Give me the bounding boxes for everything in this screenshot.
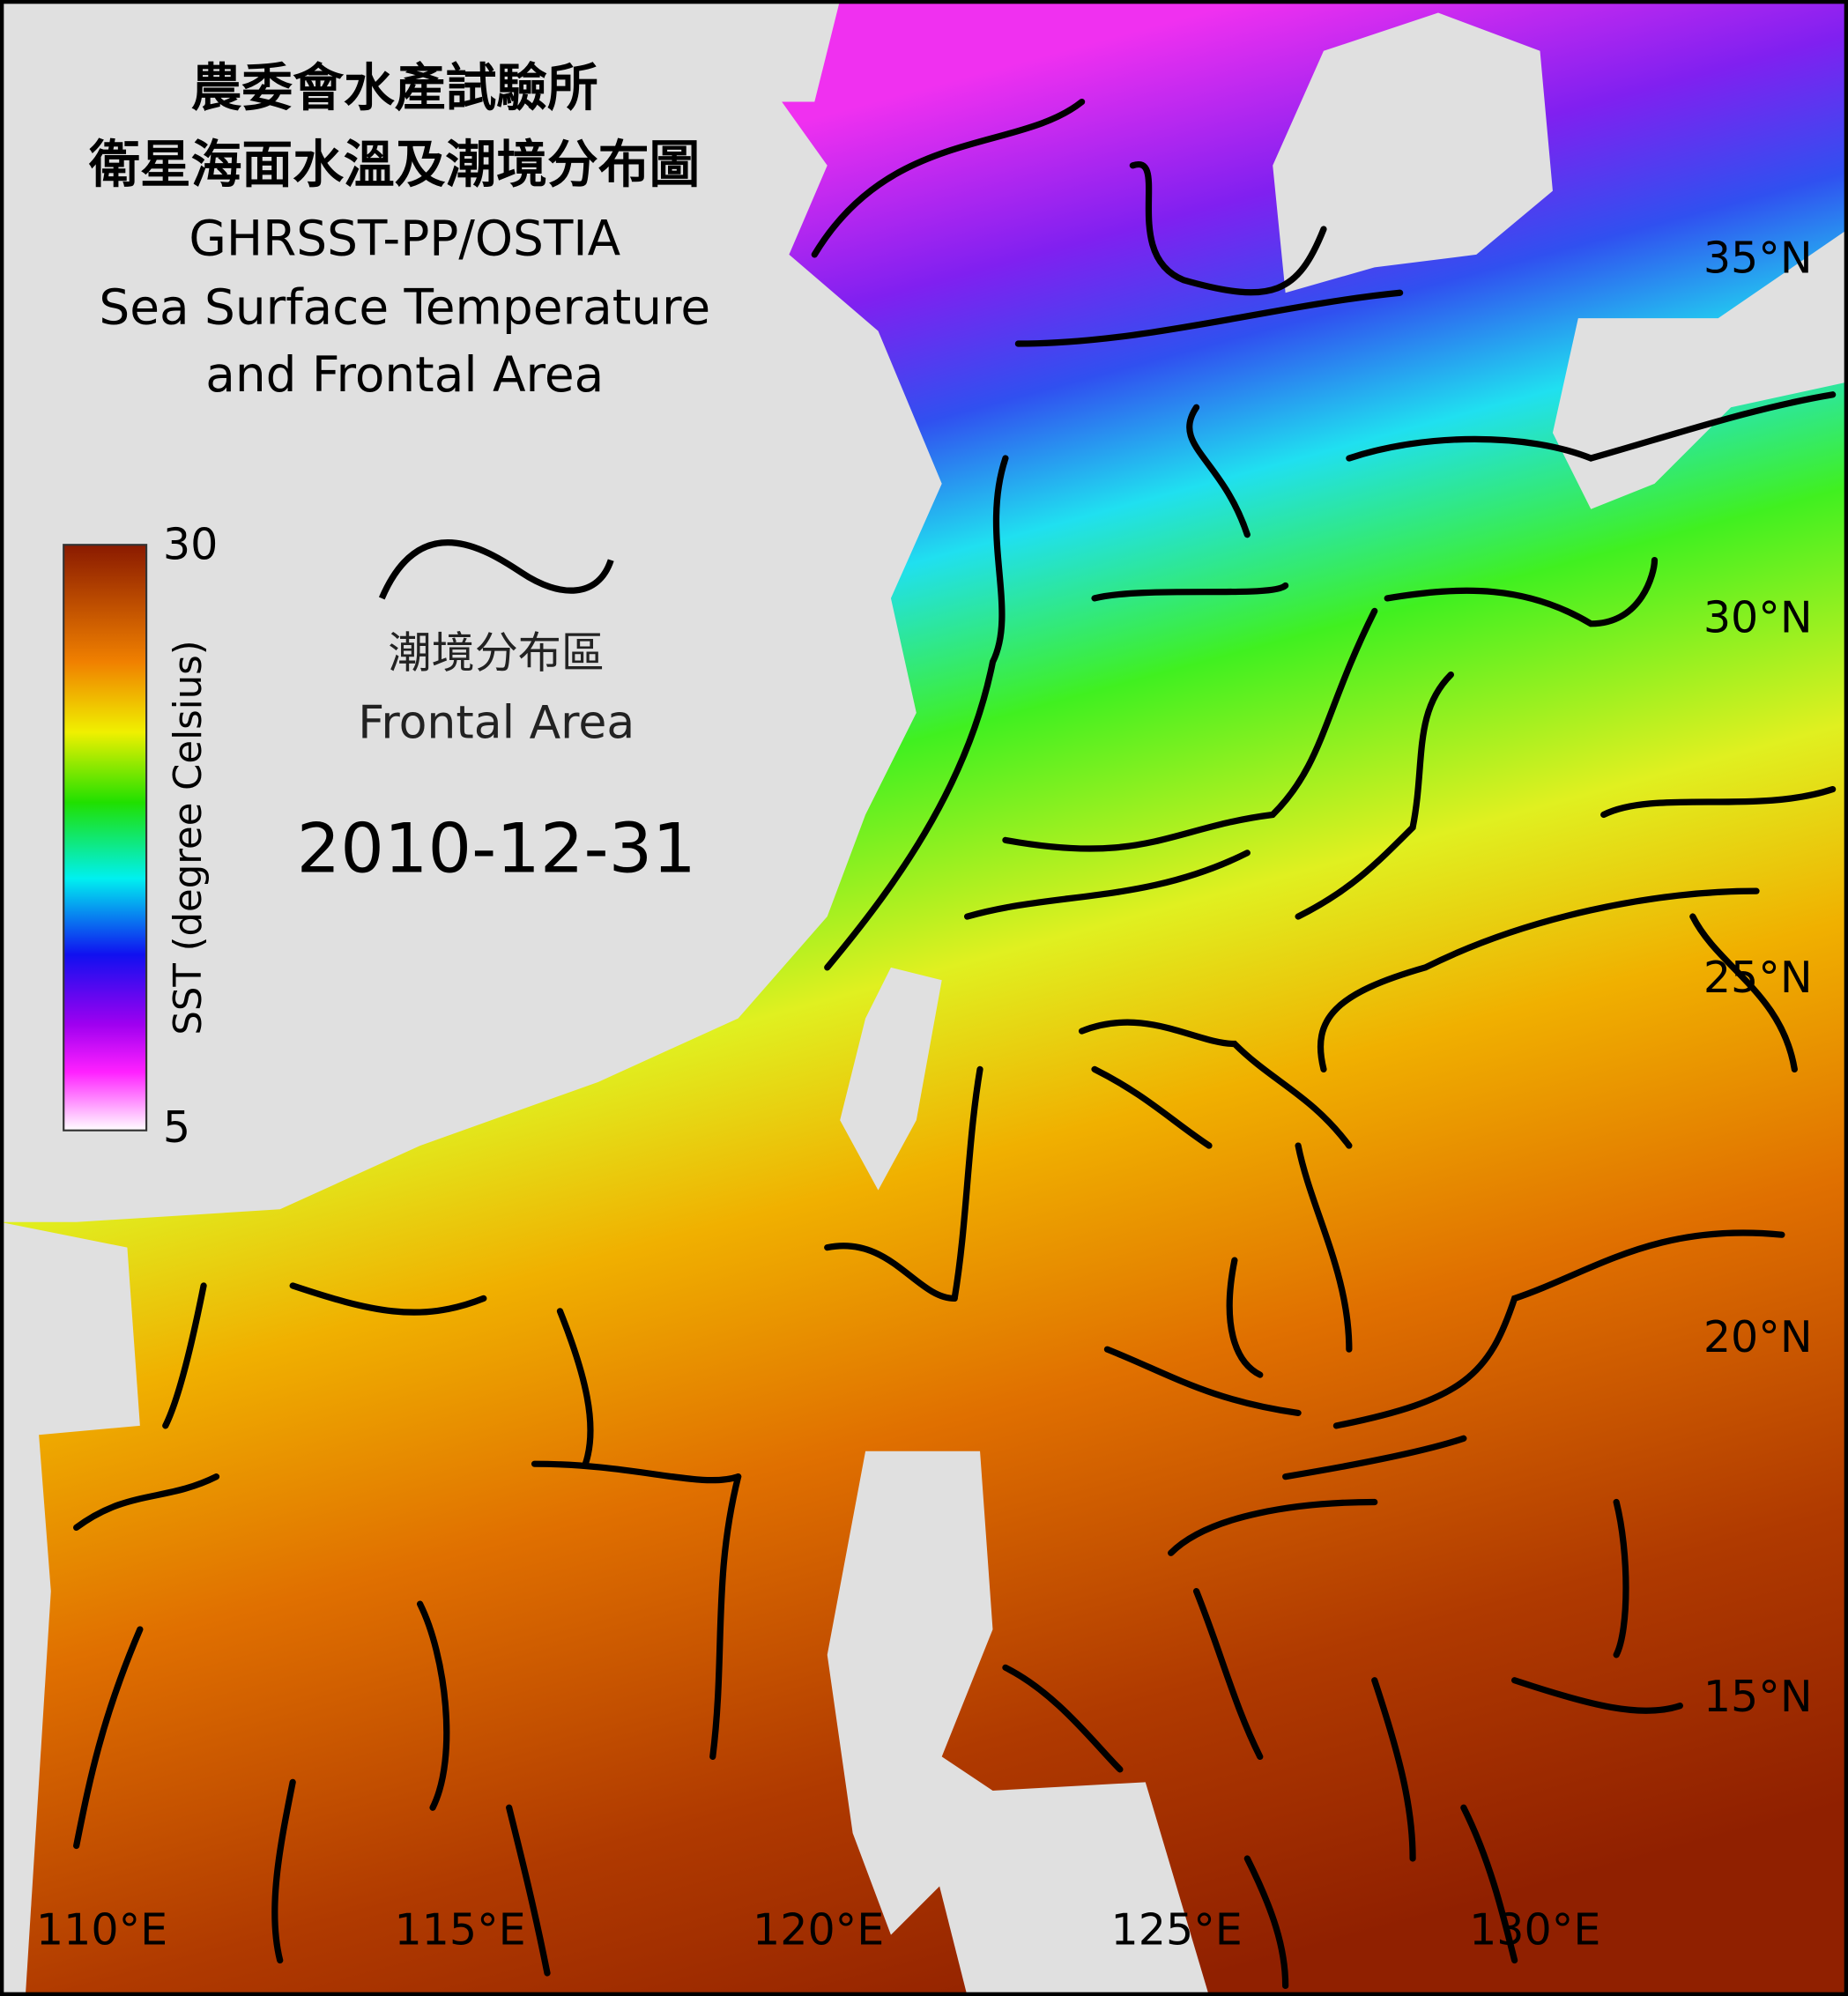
latitude-label: 20°N [1703,1311,1813,1362]
colorbar-tick-label: 30 [163,519,218,570]
legend-label: Frontal Area [358,696,635,749]
subtitle: and Frontal Area [205,346,604,403]
latitude-label: 25°N [1703,952,1813,1003]
legend-label: 潮境分布區 [389,627,605,678]
latitude-label: 30°N [1703,592,1813,643]
longitude-label: 125°E [1111,1903,1243,1955]
colorbar [63,544,148,1132]
latitude-label: 35°N [1703,233,1813,284]
date: 2010-12-31 [297,809,696,888]
subtitle: Sea Surface Temperature [99,279,710,336]
subtitle: GHRSST-PP/OSTIA [189,211,620,267]
longitude-label: 110°E [36,1903,167,1955]
colorbar-tick-label: 5 [163,1102,190,1153]
legend: 潮境分布區 Frontal Area [358,539,635,749]
longitude-label: 130°E [1469,1903,1600,1955]
frontal-lines [73,98,1837,1990]
ticks: 35°N 30°N 25°N 20°N 15°N 110°E 115°E 120°E 125°E… [36,233,1813,1955]
legend-front-symbol [378,539,614,600]
latitude-label: 15°N [1703,1671,1813,1722]
colorbar-label: SST (degree Celsius) [167,640,211,1035]
longitude-label: 115°E [394,1903,525,1955]
longitude-label: 120°E [753,1903,884,1955]
title: 農委會水產試驗所 [191,58,598,118]
title: 衛星海面水溫及潮境分布圖 [88,134,700,194]
